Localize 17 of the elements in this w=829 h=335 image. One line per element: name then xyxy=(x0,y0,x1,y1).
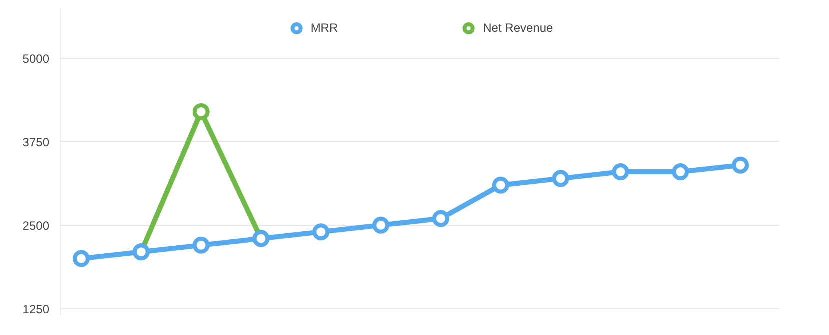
y-tick-label: 5000 xyxy=(22,52,50,66)
point xyxy=(372,216,390,234)
y-tick-label: 3750 xyxy=(22,135,50,150)
point xyxy=(312,224,330,241)
point xyxy=(432,210,450,228)
point xyxy=(192,103,210,120)
point xyxy=(72,250,90,268)
point xyxy=(552,170,570,188)
point xyxy=(192,236,210,254)
y-tick-label: 2500 xyxy=(22,218,50,233)
point xyxy=(492,176,510,194)
point xyxy=(612,164,630,180)
point xyxy=(672,164,690,180)
point xyxy=(732,156,750,174)
legend-label: Net Revenue xyxy=(483,21,554,35)
legend-label: MRR xyxy=(310,21,338,35)
y-tick-label: 1250 xyxy=(22,302,50,316)
